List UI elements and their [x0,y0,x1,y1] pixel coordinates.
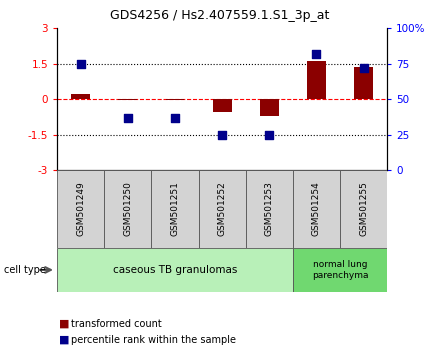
Text: percentile rank within the sample: percentile rank within the sample [71,335,236,345]
Point [125,115,132,120]
Text: GSM501255: GSM501255 [359,181,368,236]
Text: ■: ■ [59,335,70,345]
Point [313,51,320,57]
Text: GSM501254: GSM501254 [312,182,321,236]
Bar [293,170,340,248]
Bar [354,67,373,99]
Text: GSM501250: GSM501250 [123,181,132,236]
Point [219,132,226,137]
Point [360,65,367,71]
Bar [260,99,279,116]
Text: GSM501251: GSM501251 [171,181,180,236]
Text: transformed count: transformed count [71,319,162,329]
Text: cell type: cell type [4,265,46,275]
Text: GDS4256 / Hs2.407559.1.S1_3p_at: GDS4256 / Hs2.407559.1.S1_3p_at [110,9,330,22]
Bar [71,95,90,99]
Point [266,132,273,137]
Bar [165,99,184,100]
Text: normal lung
parenchyma: normal lung parenchyma [312,260,368,280]
Text: GSM501252: GSM501252 [218,182,227,236]
Point [77,61,84,67]
Bar [340,170,387,248]
Text: caseous TB granulomas: caseous TB granulomas [113,265,237,275]
Bar [213,99,231,112]
Bar [307,61,326,99]
Bar [57,170,104,248]
Bar [104,170,151,248]
Point [172,115,179,120]
Bar [118,99,137,100]
Bar [57,248,293,292]
Bar [198,170,246,248]
Bar [151,170,198,248]
Text: GSM501253: GSM501253 [265,181,274,236]
Bar [246,170,293,248]
Bar [293,248,387,292]
Text: GSM501249: GSM501249 [76,182,85,236]
Text: ■: ■ [59,319,70,329]
